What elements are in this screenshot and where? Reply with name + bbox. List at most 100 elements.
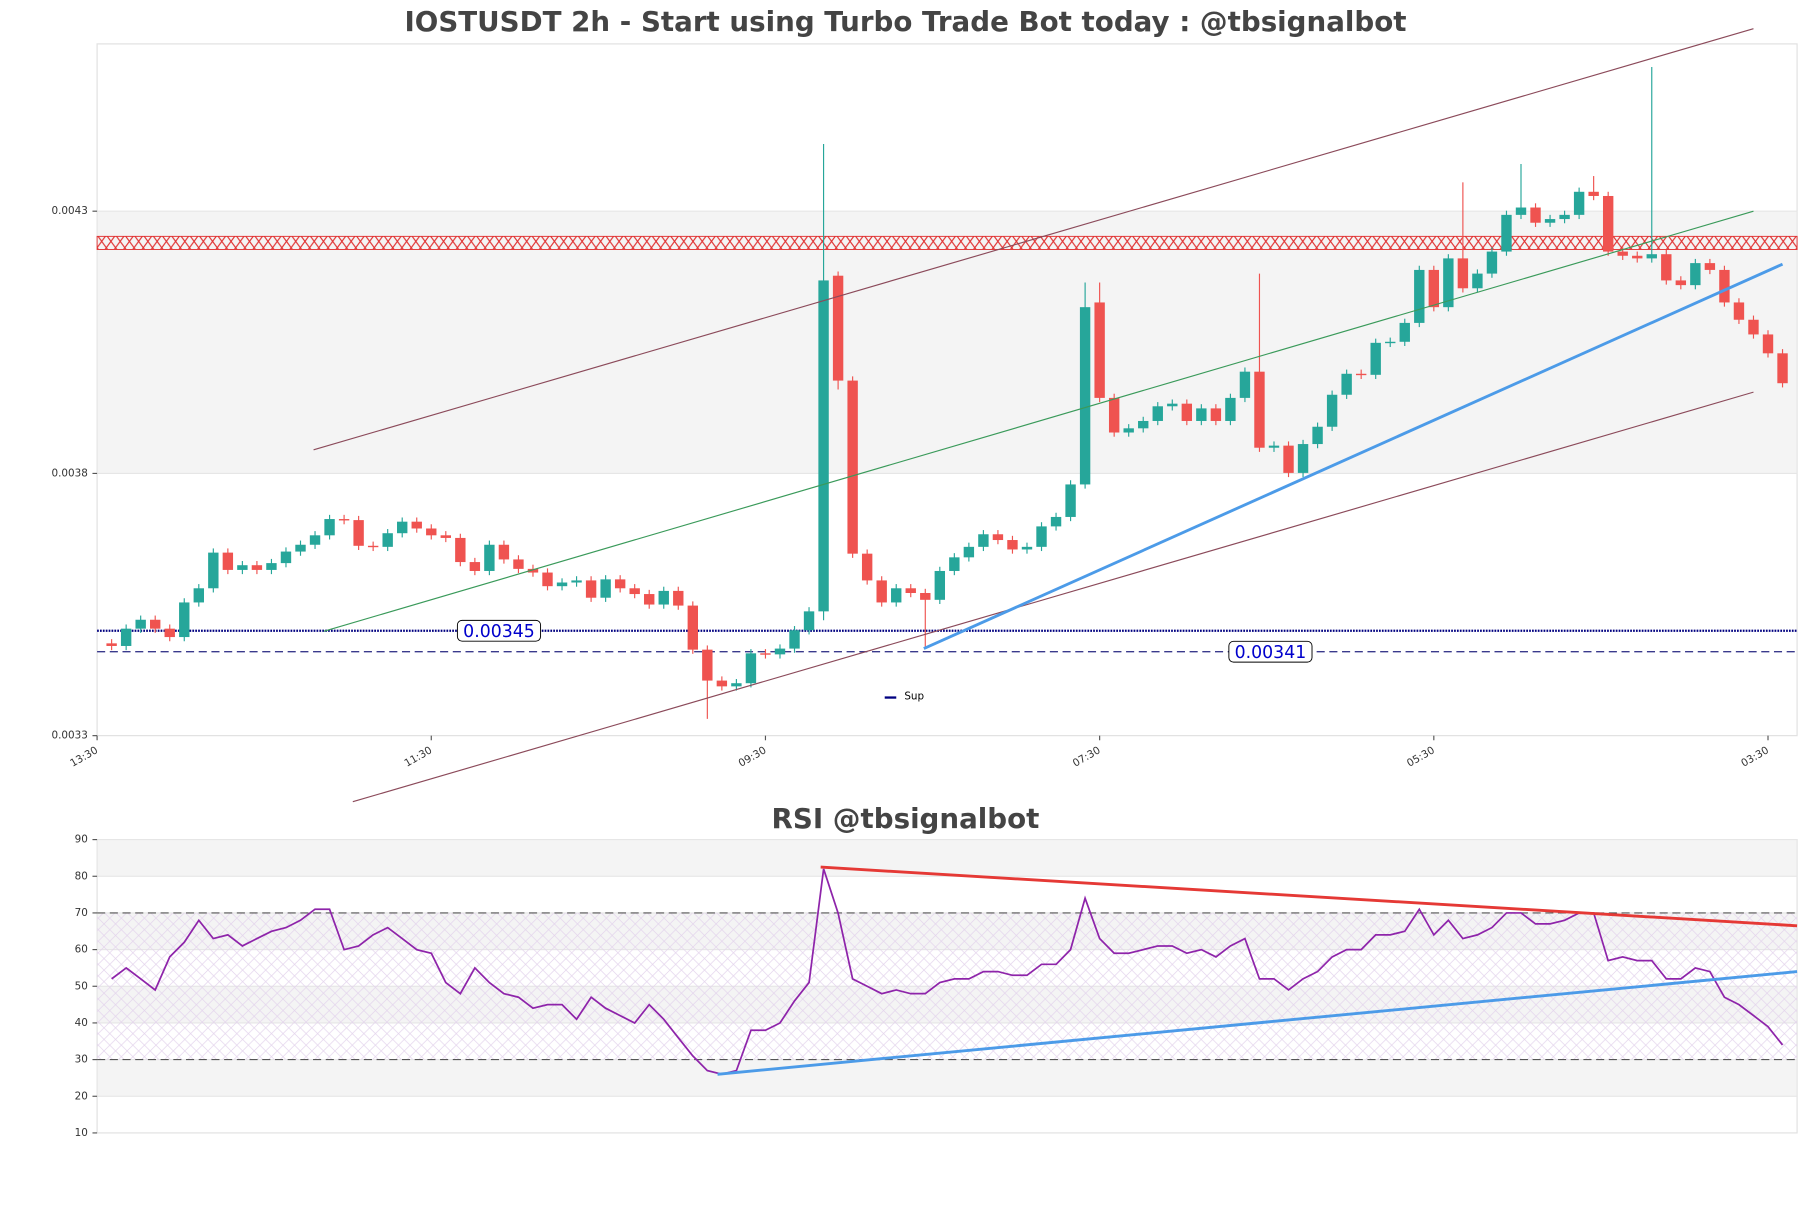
candle-body: [803, 611, 815, 631]
candle-body: [1428, 269, 1440, 308]
candle-body: [411, 521, 422, 529]
candle-body: [556, 582, 568, 587]
candle-body: [687, 605, 699, 650]
candle-body: [978, 534, 989, 547]
candle-body: [1065, 484, 1076, 517]
candle-body: [164, 628, 175, 638]
candle-body: [818, 280, 829, 612]
candle-body: [847, 380, 858, 554]
x-tick-label: 11:30: [402, 744, 434, 769]
trendline: [923, 262, 1784, 650]
candle-body: [1007, 540, 1018, 550]
candle-body: [891, 588, 902, 603]
candle-body: [251, 565, 263, 570]
candle-body: [1297, 444, 1309, 473]
candle-body: [353, 520, 364, 546]
candle-body: [949, 557, 960, 571]
candle-body: [1312, 426, 1323, 445]
level-label-box: [456, 619, 542, 642]
candle-body: [1661, 254, 1672, 281]
candle-body: [585, 580, 597, 598]
candle-body: [367, 545, 379, 548]
candle-body: [1399, 322, 1410, 342]
chart-title: IOSTUSDT 2h - Start using Turbo Trade Bo…: [404, 5, 1406, 38]
candle-body: [673, 590, 684, 606]
candle-body: [106, 643, 117, 646]
candle-body: [1036, 526, 1047, 547]
y-tick-label: 0.0038: [52, 467, 88, 479]
candle-body: [135, 619, 146, 629]
candle-body: [1443, 258, 1454, 308]
y-tick-label: 70: [75, 907, 88, 919]
x-tick-label: 05:30: [1405, 744, 1437, 769]
x-tick-label: 09:30: [737, 744, 769, 769]
x-tick-label: 07:30: [1071, 744, 1103, 769]
candle-body: [861, 553, 873, 581]
y-tick-label: 50: [75, 980, 88, 992]
hatch-zone: [97, 912, 1798, 1060]
y-tick-label: 0.0033: [52, 730, 88, 742]
candle-body: [484, 544, 495, 571]
y-tick-label: 60: [75, 944, 88, 956]
candle-body: [1283, 445, 1294, 473]
candle-body: [1530, 207, 1541, 223]
candle-body: [774, 648, 786, 655]
candle-body: [1690, 263, 1701, 286]
candle-body: [208, 552, 219, 589]
candle-body: [644, 594, 655, 605]
candle-body: [1719, 269, 1730, 303]
y-tick-label: 40: [75, 1017, 88, 1029]
candle-body: [1486, 251, 1498, 274]
y-tick-label: 90: [75, 834, 88, 846]
resistance-zone: [96, 235, 1798, 250]
candle-body: [614, 579, 626, 589]
candle-body: [716, 680, 728, 687]
candle-body: [629, 588, 640, 595]
candle-body: [1544, 219, 1556, 223]
candle-body: [338, 519, 350, 521]
candle-body: [760, 653, 771, 655]
candle-body: [280, 551, 292, 564]
candle-body: [876, 580, 887, 603]
candle-body: [1079, 307, 1091, 485]
candle-body: [1355, 373, 1367, 376]
candle-body: [1341, 373, 1352, 395]
trendline: [352, 391, 1754, 803]
candle-body: [1108, 397, 1120, 433]
x-tick-label: 13:30: [68, 744, 100, 769]
candle-body: [542, 572, 553, 587]
y-tick-label: 80: [75, 870, 88, 882]
candle-body: [1457, 258, 1469, 289]
candle-body: [440, 535, 451, 538]
candle-body: [1675, 280, 1687, 286]
candle-body: [963, 546, 975, 558]
candle-body: [745, 653, 757, 684]
candle-body: [934, 570, 946, 600]
y-tick-label: 0.0043: [52, 205, 88, 217]
candle-body: [1588, 191, 1599, 196]
level-label: 0.00341: [1235, 643, 1307, 663]
candle-body: [658, 590, 669, 605]
candle-body: [1501, 214, 1512, 252]
level-label: 0.00345: [463, 622, 535, 642]
candle-body: [1181, 403, 1193, 421]
trendline: [717, 970, 1798, 1076]
candle-body: [992, 534, 1004, 541]
candle-body: [1573, 191, 1585, 215]
candle-body: [237, 565, 248, 570]
candle-body: [1748, 319, 1759, 335]
candle-body: [527, 568, 539, 573]
candle-body: [498, 544, 510, 560]
band: [96, 1059, 1798, 1097]
candle-body: [1385, 341, 1396, 344]
candle-body: [1254, 371, 1265, 448]
candle-body: [1777, 353, 1788, 384]
candle-body: [426, 528, 437, 536]
candle-body: [1704, 263, 1716, 270]
candle-body: [324, 519, 335, 536]
legend-label: Sup: [904, 690, 924, 702]
trendline: [820, 865, 1798, 928]
candle-body: [382, 533, 393, 547]
candle-body: [1326, 394, 1338, 427]
candle-body: [1646, 254, 1657, 259]
